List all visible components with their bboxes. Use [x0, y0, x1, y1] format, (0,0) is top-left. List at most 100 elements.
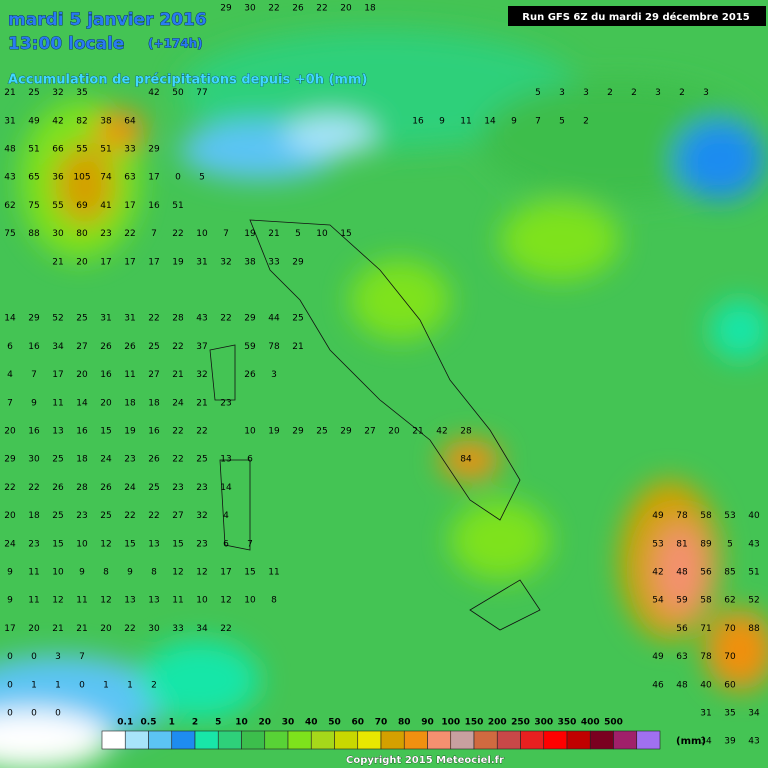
grid-value: 31 — [124, 314, 135, 324]
grid-value: 63 — [676, 652, 687, 662]
grid-value: 22 — [148, 314, 159, 324]
grid-value: 0 — [7, 680, 13, 690]
grid-value: 27 — [148, 370, 159, 380]
grid-value: 43 — [4, 173, 15, 183]
grid-value: 28 — [172, 314, 184, 324]
grid-value: 49 — [28, 116, 40, 126]
grid-value: 25 — [52, 455, 63, 465]
grid-value: 23 — [76, 511, 87, 521]
legend-label: 400 — [581, 718, 600, 728]
legend-label: 20 — [258, 718, 271, 728]
grid-value: 31 — [196, 257, 207, 267]
legend-label: 200 — [488, 718, 507, 728]
grid-value: 37 — [196, 342, 207, 352]
lead-label: (+174h) — [148, 37, 203, 51]
grid-value: 20 — [4, 427, 16, 437]
grid-value: 12 — [52, 596, 63, 606]
grid-value: 21 — [268, 229, 279, 239]
grid-value: 33 — [172, 624, 183, 634]
grid-value: 22 — [172, 229, 183, 239]
grid-value: 33 — [124, 145, 135, 155]
grid-value: 22 — [220, 624, 231, 634]
grid-value: 10 — [196, 596, 208, 606]
legend-swatch — [334, 730, 359, 750]
grid-value: 7 — [79, 652, 85, 662]
grid-value: 20 — [340, 4, 352, 14]
legend-label: 40 — [305, 718, 318, 728]
grid-value: 0 — [7, 652, 13, 662]
grid-value: 9 — [79, 568, 85, 578]
grid-value: 18 — [28, 511, 40, 521]
run-label: Run GFS 6Z du mardi 29 décembre 2015 — [522, 11, 749, 23]
grid-value: 13 — [148, 596, 159, 606]
grid-value: 22 — [316, 4, 327, 14]
grid-value: 15 — [340, 229, 351, 239]
legend-label: 60 — [351, 718, 364, 728]
grid-value: 105 — [73, 173, 90, 183]
grid-value: 12 — [100, 596, 111, 606]
grid-value: 23 — [124, 455, 135, 465]
grid-value: 80 — [76, 229, 88, 239]
grid-value: 23 — [28, 539, 39, 549]
legend-swatch — [101, 730, 126, 750]
grid-value: 8 — [271, 596, 277, 606]
grid-value: 59 — [676, 596, 688, 606]
grid-value: 65 — [28, 173, 39, 183]
grid-value: 35 — [724, 709, 735, 719]
grid-value: 27 — [76, 342, 87, 352]
grid-value: 38 — [100, 116, 112, 126]
grid-value: 19 — [124, 427, 136, 437]
grid-value: 24 — [172, 398, 184, 408]
grid-value: 21 — [4, 88, 15, 98]
grid-value: 25 — [28, 88, 39, 98]
grid-value: 25 — [148, 483, 159, 493]
grid-value: 22 — [28, 483, 39, 493]
grid-value: 36 — [52, 173, 64, 183]
grid-value: 12 — [220, 596, 231, 606]
grid-value: 13 — [148, 539, 159, 549]
grid-value: 70 — [724, 652, 736, 662]
grid-value: 20 — [76, 370, 88, 380]
grid-value: 5 — [727, 539, 733, 549]
grid-value: 78 — [676, 511, 688, 521]
grid-value: 42 — [436, 427, 447, 437]
grid-value: 25 — [52, 511, 63, 521]
grid-value: 15 — [100, 427, 111, 437]
grid-value: 12 — [172, 568, 183, 578]
grid-value: 11 — [172, 596, 183, 606]
grid-value: 20 — [4, 511, 16, 521]
grid-value: 22 — [268, 4, 279, 14]
grid-value: 22 — [124, 624, 135, 634]
legend-label: 30 — [282, 718, 295, 728]
grid-value: 11 — [28, 568, 39, 578]
grid-value: 22 — [196, 427, 207, 437]
grid-value: 55 — [52, 201, 63, 211]
grid-value: 21 — [76, 624, 87, 634]
grid-value: 78 — [700, 652, 712, 662]
grid-value: 29 — [220, 4, 232, 14]
grid-value: 44 — [268, 314, 280, 324]
grid-value: 22 — [4, 483, 15, 493]
grid-value: 3 — [655, 88, 661, 98]
grid-value: 51 — [100, 145, 111, 155]
grid-value: 32 — [220, 257, 231, 267]
grid-value: 3 — [559, 88, 565, 98]
grid-value: 29 — [292, 427, 304, 437]
grid-value: 20 — [28, 624, 40, 634]
grid-value: 23 — [172, 483, 183, 493]
grid-value: 26 — [244, 370, 256, 380]
grid-value: 3 — [55, 652, 61, 662]
grid-value: 51 — [748, 568, 759, 578]
grid-value: 22 — [124, 229, 135, 239]
grid-value: 14 — [220, 483, 232, 493]
legend-label: 80 — [398, 718, 411, 728]
grid-value: 7 — [31, 370, 37, 380]
legend-label: 0.1 — [117, 718, 133, 728]
grid-value: 24 — [124, 483, 136, 493]
grid-value: 38 — [244, 257, 256, 267]
grid-value: 25 — [316, 427, 327, 437]
legend: 0.1 0.5 1 2 5 10 20 30 40 50 60 70 80 90 100 150 200 250 3… — [101, 718, 661, 750]
